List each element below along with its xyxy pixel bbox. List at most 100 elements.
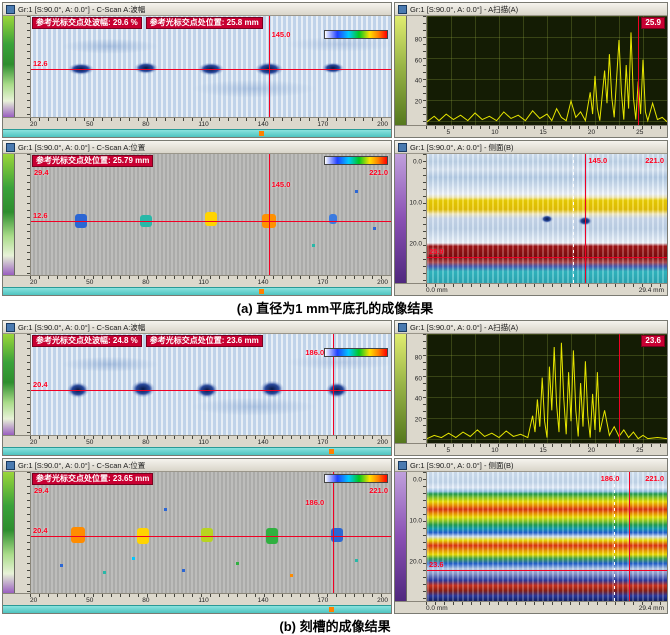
reference-cursor-horizontal[interactable] <box>31 536 391 538</box>
scan-axis-ruler[interactable]: 20 50 80 110 140 170 200 <box>3 275 391 287</box>
noise-speck <box>355 559 358 563</box>
panel-titlebar: Gr:1 [S:90.0°, A: 0.0°] - 侧面(B) <box>395 141 667 154</box>
panel-icon <box>398 460 407 470</box>
color-scale-bar <box>395 16 407 125</box>
cursor-x-label: 145.0 <box>271 180 291 189</box>
y-axis-tick: 0.0 <box>412 158 422 166</box>
bscan-view[interactable]: 145.0 221.0 25.9 <box>427 154 667 283</box>
reference-cursor-vertical[interactable] <box>628 472 630 601</box>
cursor-x-label: 145.0 <box>271 30 291 39</box>
scan-marker <box>259 131 265 136</box>
range-max-label: 221.0 <box>645 474 664 483</box>
defect-indication <box>134 61 159 74</box>
reference-cursor-horizontal[interactable] <box>31 389 391 391</box>
x-axis-tick: 10 <box>491 447 499 454</box>
x-axis-tick: 20 <box>30 121 38 128</box>
depth-axis-ruler[interactable]: 5 10 15 20 25 <box>395 125 667 137</box>
noise-speck <box>131 556 135 560</box>
cscan-position-view[interactable]: 参考光标交点处位置: 25.79 mm 29.4 221.0 145.0 12.… <box>31 154 391 275</box>
x-axis-tick: 80 <box>142 597 150 604</box>
x-axis-tick: 110 <box>198 121 209 128</box>
color-scale-bar <box>3 334 15 435</box>
scan-axis-ruler[interactable]: 0.0 mm 29.4 mm <box>395 283 667 295</box>
defect-indication <box>260 380 285 398</box>
bscan-panel-b: Gr:1 [S:90.0°, A: 0.0°] - 侧面(B) 0.0 10.0… <box>394 458 668 614</box>
x-axis-tick: 20 <box>30 439 38 446</box>
reference-cursor-vertical[interactable] <box>585 154 587 283</box>
x-axis-tick: 140 <box>257 597 269 604</box>
scan-axis-ruler[interactable]: 20 50 80 110 140 170 200 <box>3 117 391 129</box>
x-axis-tick: 25 <box>636 447 644 454</box>
x-axis-tick: 15 <box>539 447 547 454</box>
ascan-panel-b: Gr:1 [S:90.0°, A: 0.0°] - A扫描(A) 80 60 4… <box>394 320 668 456</box>
x-axis-tick: 10 <box>491 129 499 136</box>
x-axis-tick: 200 <box>377 279 388 286</box>
cscan-position-view[interactable]: 参考光标交点处位置: 23.65 mm 29.4 221.0 1 <box>31 472 391 593</box>
cscan-amplitude-view[interactable]: 参考光标交点处波幅: 29.6 % 参考光标交点处位置: 25.8 mm 145… <box>31 16 391 117</box>
x-axis-tick: 140 <box>257 439 269 446</box>
x-axis-tick: 80 <box>142 121 150 128</box>
depth-axis-ruler[interactable]: 0.0 10.0 20.0 <box>407 154 427 283</box>
panel-icon <box>6 4 15 14</box>
color-scale-bar <box>3 472 15 593</box>
reference-cursor-horizontal[interactable] <box>31 68 391 70</box>
noise-speck <box>290 573 294 577</box>
x-axis-tick: 80 <box>142 279 150 286</box>
y-axis-tick: 0.0 <box>412 476 422 484</box>
index-axis-ruler[interactable] <box>15 472 31 593</box>
ascan-view[interactable]: 25.9 <box>427 16 667 125</box>
cscan-amplitude-view[interactable]: 参考光标交点处波幅: 24.8 % 参考光标交点处位置: 23.6 mm 186… <box>31 334 391 435</box>
axis-start-label: 0.0 mm <box>426 605 448 612</box>
gate-cursor[interactable] <box>619 334 620 443</box>
cursor-x-label: 186.0 <box>305 498 325 507</box>
scan-indicator-strip <box>3 129 391 137</box>
scan-axis-ruler[interactable]: 20 50 80 110 140 170 200 <box>3 593 391 605</box>
x-axis-tick: 170 <box>317 279 329 286</box>
depth-axis-ruler[interactable]: 0.0 10.0 20.0 <box>407 472 427 601</box>
panel-titlebar: Gr:1 [S:90.0°, A: 0.0°] - C-Scan A:波幅 <box>3 3 391 16</box>
color-scale-bar <box>395 154 407 283</box>
depth-readout-badge: 25.9 <box>641 17 665 29</box>
reference-cursor-vertical[interactable] <box>268 154 270 275</box>
cursor-y-label: 20.4 <box>33 526 48 536</box>
panel-icon <box>398 322 407 332</box>
cursor-y-label: 23.6 <box>429 560 444 570</box>
depth-axis-ruler[interactable]: 5 10 15 20 25 <box>395 443 667 455</box>
x-axis-tick: 140 <box>257 279 269 286</box>
palette-legend <box>324 156 388 165</box>
measurement-cursor-dashed[interactable] <box>614 472 616 601</box>
noise-speck <box>59 563 63 567</box>
bscan-view[interactable]: 186.0 221.0 23.6 <box>427 472 667 601</box>
amplitude-axis-ruler[interactable]: 80 60 40 20 <box>407 16 427 125</box>
cursor-x-label: 186.0 <box>305 348 325 357</box>
reference-cursor-horizontal[interactable] <box>427 257 667 259</box>
position-readout-badge: 参考光标交点处位置: 23.6 mm <box>145 335 263 347</box>
amplitude-axis-ruler[interactable]: 80 60 40 20 <box>407 334 427 443</box>
panel-titlebar: Gr:1 [S:90.0°, A: 0.0°] - A扫描(A) <box>395 3 667 16</box>
panel-title: Gr:1 [S:90.0°, A: 0.0°] - C-Scan A:波幅 <box>18 4 146 14</box>
x-axis-tick: 5 <box>446 447 451 454</box>
index-axis-ruler[interactable] <box>15 16 31 117</box>
x-axis-tick: 170 <box>317 439 329 446</box>
reference-cursor-vertical[interactable] <box>333 334 335 435</box>
palette-legend <box>324 474 388 483</box>
ascan-view[interactable]: 23.6 <box>427 334 667 443</box>
panel-title: Gr:1 [S:90.0°, A: 0.0°] - A扫描(A) <box>410 322 519 332</box>
x-axis-tick: 25 <box>636 129 644 136</box>
reference-cursor-vertical[interactable] <box>268 16 270 117</box>
y-axis-tick: 60 <box>414 375 422 383</box>
reference-cursor-vertical[interactable] <box>333 472 335 593</box>
y-axis-tick: 20.0 <box>409 240 422 248</box>
reference-cursor-horizontal[interactable] <box>31 220 391 222</box>
cscan-amplitude-panel-a: Gr:1 [S:90.0°, A: 0.0°] - C-Scan A:波幅 参考… <box>2 2 392 138</box>
index-axis-ruler[interactable] <box>15 334 31 435</box>
reference-cursor-horizontal[interactable] <box>427 570 667 572</box>
panel-icon <box>398 142 407 152</box>
cursor-y-label: 12.6 <box>33 210 48 220</box>
measurement-cursor-dashed[interactable] <box>573 154 575 283</box>
gate-cursor[interactable] <box>638 16 640 125</box>
scan-axis-ruler[interactable]: 20 50 80 110 140 170 200 <box>3 435 391 447</box>
index-axis-ruler[interactable] <box>15 154 31 275</box>
scan-axis-ruler[interactable]: 0.0 mm 29.4 mm <box>395 601 667 613</box>
